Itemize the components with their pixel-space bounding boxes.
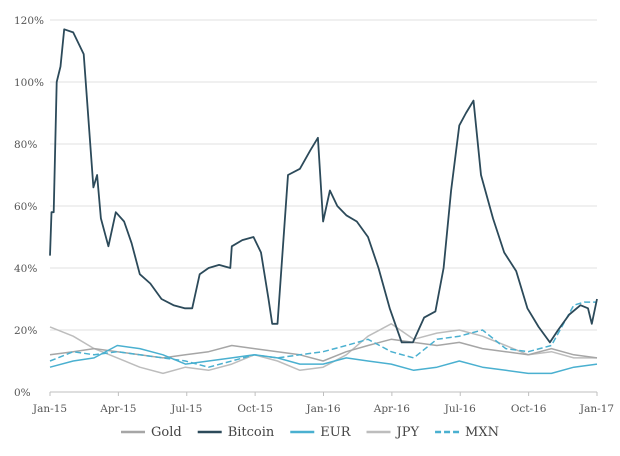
x-axis-tick-labels: Jan-15 Apr-15 Jul-15 Oct-15 Jan-16 Apr-16 Jul-…: [32, 403, 614, 415]
legend-label: EUR: [320, 425, 351, 440]
x-tick-label: Jul-15: [170, 403, 202, 415]
x-tick-label: Jan-16: [305, 403, 340, 415]
axes: [49, 391, 598, 396]
x-tick-label: Oct-16: [511, 403, 547, 415]
legend: Gold Bitcoin EUR JPY MXN: [121, 425, 499, 440]
legend-label: JPY: [395, 425, 420, 440]
x-tick-label: Jan-17: [579, 403, 614, 415]
legend-label: MXN: [465, 425, 499, 440]
y-tick-label: 20%: [14, 325, 37, 337]
series-line-bitcoin: [49, 28, 598, 344]
series-line-mxn: [49, 301, 597, 368]
legend-item-eur: EUR: [290, 425, 352, 440]
x-tick-label: Apr-16: [373, 403, 411, 415]
legend-label: Gold: [151, 425, 182, 440]
series-lines: [49, 28, 598, 375]
series-line-eur: [49, 344, 598, 375]
legend-item-jpy: JPY: [366, 425, 420, 440]
x-tick-label: Jul-16: [444, 403, 477, 415]
y-tick-label: 80%: [14, 139, 37, 151]
legend-item-bitcoin: Bitcoin: [197, 425, 275, 440]
y-tick-label: 120%: [14, 15, 44, 27]
x-tick-label: Apr-15: [99, 403, 136, 415]
y-tick-label: 100%: [14, 77, 44, 89]
grid-lines: [50, 19, 597, 331]
legend-item-mxn: MXN: [435, 425, 499, 440]
x-tick-label: Oct-15: [237, 403, 273, 415]
y-tick-label: 60%: [14, 201, 37, 213]
series-line-jpy: [49, 323, 597, 375]
y-tick-label: 0%: [14, 387, 31, 399]
y-tick-label: 40%: [14, 263, 37, 275]
legend-item-gold: Gold: [121, 425, 182, 440]
y-axis-tick-labels: 0% 20% 40% 60% 80% 100% 120%: [14, 15, 44, 399]
x-tick-label: Jan-15: [32, 403, 67, 415]
legend-label: Bitcoin: [228, 425, 275, 440]
